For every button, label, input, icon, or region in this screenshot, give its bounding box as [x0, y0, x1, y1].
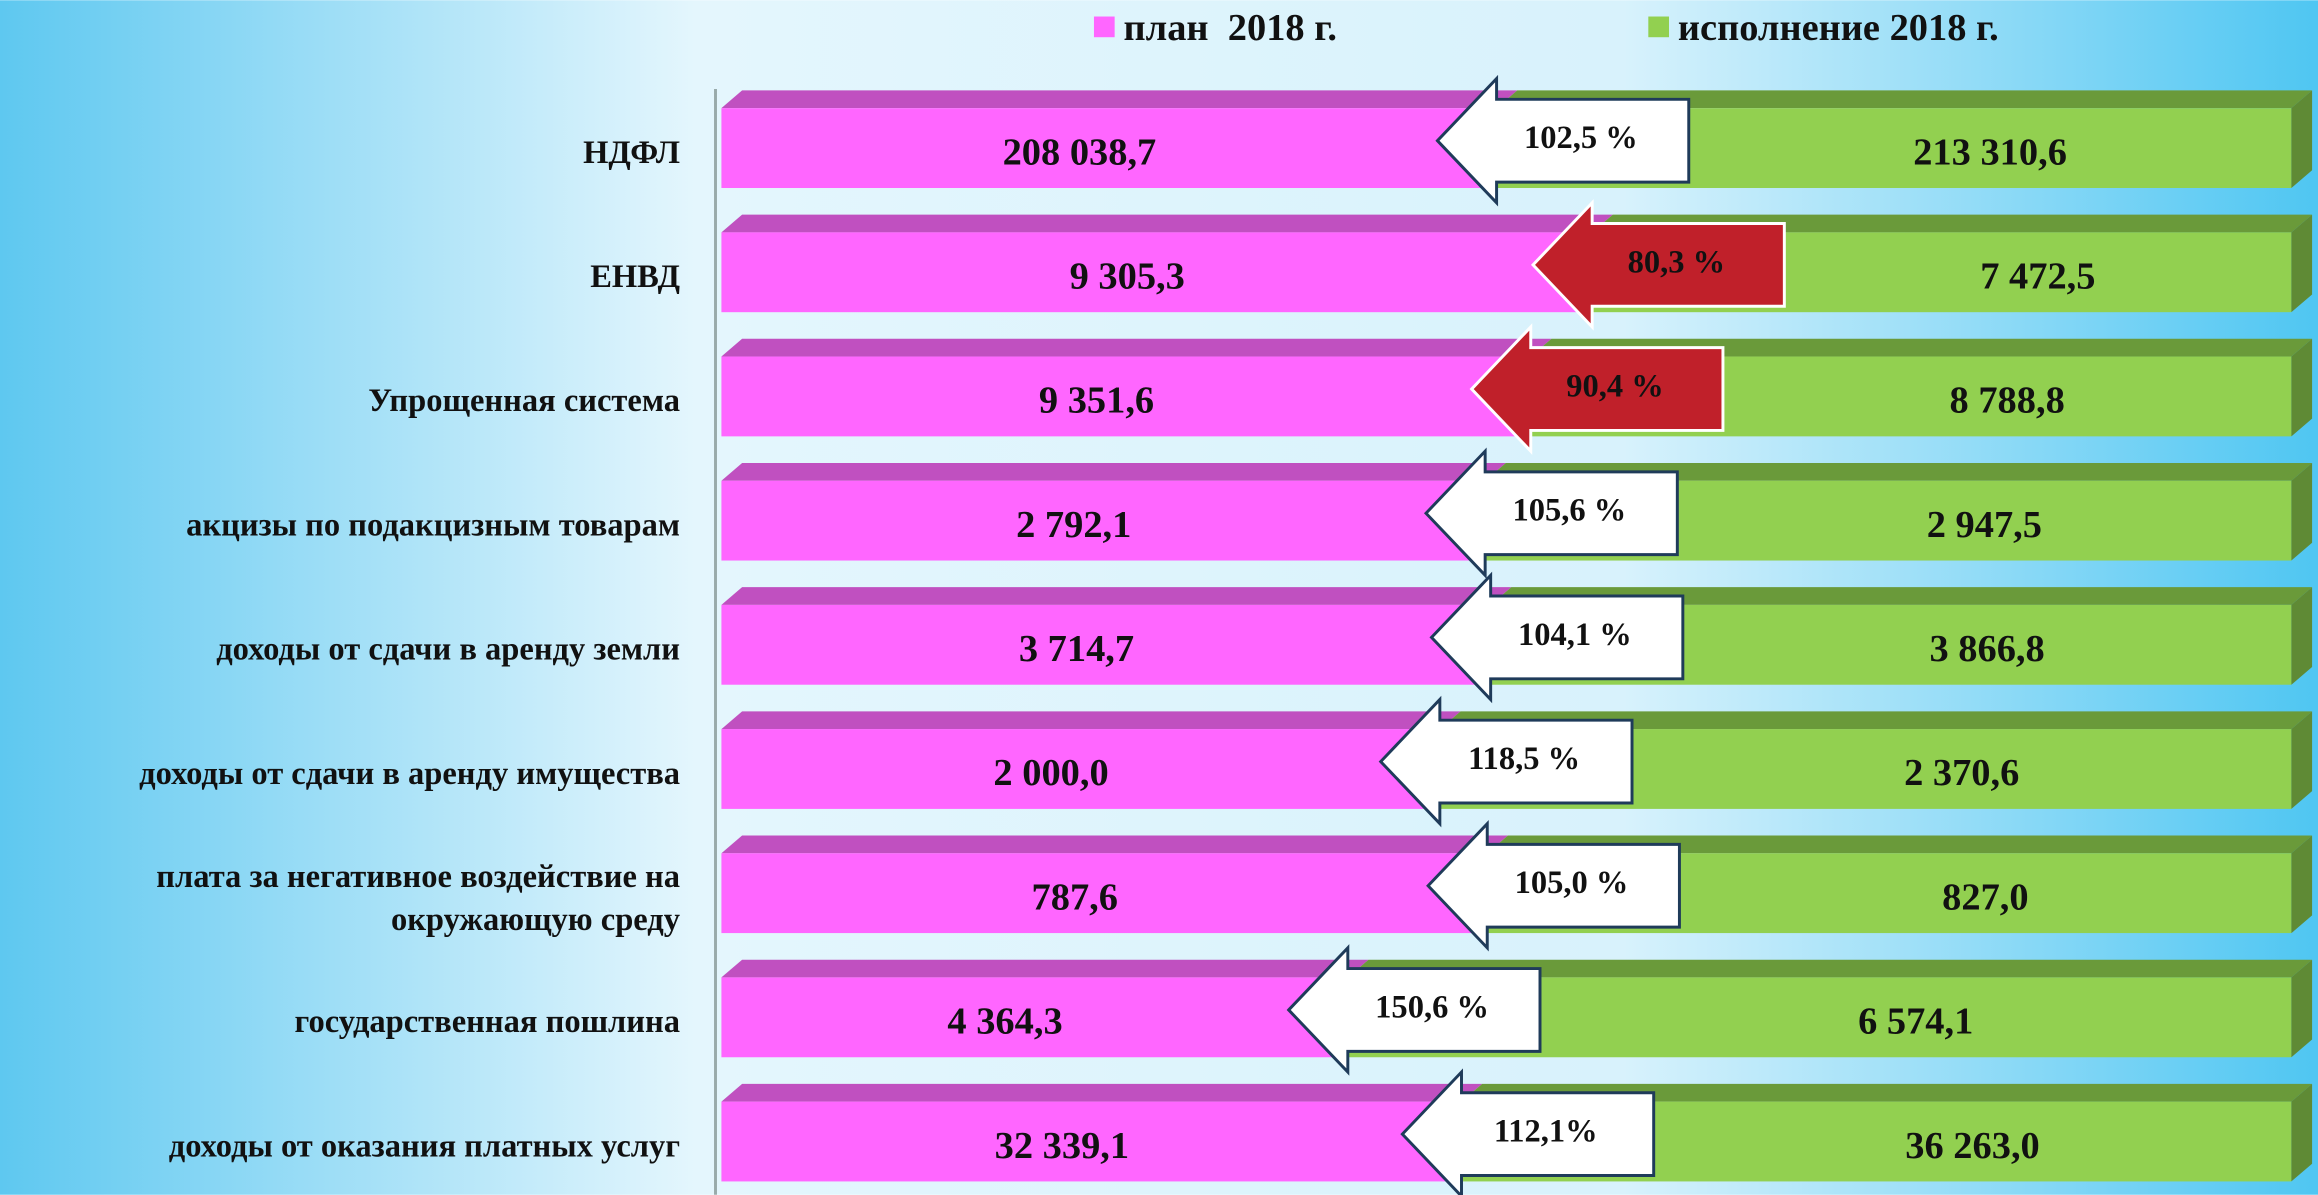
ratio-label: 105,6 % — [1513, 493, 1627, 529]
bar — [721, 1101, 1462, 1182]
ratio-arrow — [1286, 944, 1542, 1076]
bar-side — [2291, 711, 2313, 809]
legend-swatch — [1093, 16, 1115, 38]
ratio-arrow — [1435, 74, 1691, 207]
bar-top — [721, 587, 1512, 605]
category-label: государственная пошлина — [295, 1004, 680, 1040]
bar — [721, 853, 1488, 934]
value-label: 2 792,1 — [1016, 504, 1131, 546]
legend-label: план 2018 г. — [1124, 7, 1337, 49]
value-label: 9 305,3 — [1070, 256, 1185, 298]
category-label: Упрощенная система — [368, 383, 680, 419]
value-label: 7 472,5 — [1980, 256, 2095, 298]
bar-top — [1347, 959, 2313, 978]
value-label: 4 364,3 — [947, 1001, 1062, 1043]
bar — [721, 356, 1531, 437]
value-label: 9 351,6 — [1039, 380, 1154, 422]
value-label: 3 714,7 — [1019, 628, 1134, 670]
category-label: ЕНВД — [590, 259, 680, 295]
bar-top — [721, 462, 1506, 481]
bar-side — [2291, 587, 2313, 685]
category-label: плата за негативное воздействие на окружа… — [156, 859, 680, 938]
category-label: НДФЛ — [583, 135, 680, 171]
ratio-arrow — [1400, 1068, 1656, 1195]
value-label: 787,6 — [1032, 876, 1118, 918]
bar-side — [2291, 90, 2313, 189]
bar — [721, 232, 1593, 313]
ratio-arrow — [1429, 571, 1685, 704]
value-label: 2 000,0 — [993, 752, 1108, 794]
bar-top — [721, 835, 1508, 854]
bar-top — [721, 711, 1461, 730]
value-label: 213 310,6 — [1913, 131, 2067, 173]
bar-top — [1530, 338, 2313, 357]
value-label: 2 947,5 — [1927, 504, 2042, 546]
bar-top — [1461, 1083, 2313, 1102]
legend-label: исполнение 2018 г. — [1678, 7, 1999, 49]
bar-top — [1487, 835, 2313, 854]
bar-top — [721, 338, 1552, 357]
legend-swatch — [1648, 16, 1670, 38]
bar-side — [2291, 835, 2313, 934]
ratio-arrow — [1469, 323, 1725, 455]
bar-top — [1490, 587, 2313, 605]
value-label: 2 370,6 — [1904, 752, 2019, 794]
bar-top — [1485, 462, 2313, 481]
bar-top — [721, 959, 1369, 978]
bar-side — [2291, 1083, 2313, 1182]
bar-top — [721, 1083, 1483, 1102]
ratio-label: 80,3 % — [1628, 244, 1726, 280]
value-label: 208 038,7 — [1003, 131, 1157, 173]
value-label: 827,0 — [1942, 876, 2028, 918]
bar-top — [721, 90, 1518, 109]
ratio-arrow — [1426, 819, 1681, 952]
ratio-label: 102,5 % — [1524, 120, 1638, 156]
ratio-label: 118,5 % — [1468, 741, 1580, 777]
bar-top — [1496, 90, 2313, 109]
category-label: акцизы по подакцизным товарам — [186, 507, 680, 543]
bar-side — [2291, 338, 2313, 437]
ratio-label: 150,6 % — [1375, 989, 1489, 1025]
ratio-arrow — [1378, 695, 1634, 828]
value-label: 8 788,8 — [1950, 380, 2065, 422]
category-label: доходы от сдачи в аренду земли — [216, 632, 680, 668]
bar-top — [1439, 711, 2313, 730]
ratio-arrow — [1423, 447, 1679, 580]
ratio-label: 112,1% — [1494, 1114, 1598, 1150]
bar-side — [2291, 214, 2313, 313]
bar — [721, 977, 1348, 1058]
bar — [721, 729, 1440, 809]
value-label: 36 263,0 — [1905, 1125, 2039, 1167]
bar — [721, 480, 1486, 561]
value-label: 6 574,1 — [1858, 1001, 1973, 1043]
ratio-label: 105,0 % — [1515, 865, 1629, 901]
bar — [721, 108, 1497, 189]
category-label: доходы от сдачи в аренду имущества — [139, 756, 680, 792]
ratio-label: 90,4 % — [1566, 368, 1664, 404]
bar-top — [721, 214, 1613, 233]
category-label: доходы от оказания платных услуг — [169, 1128, 680, 1164]
ratio-label: 104,1 % — [1518, 617, 1632, 653]
bar-side — [2291, 959, 2313, 1058]
value-label: 3 866,8 — [1929, 628, 2044, 670]
value-label: 32 339,1 — [995, 1125, 1129, 1167]
ratio-arrow — [1530, 199, 1786, 331]
bar — [721, 604, 1491, 685]
bar-side — [2291, 462, 2313, 561]
